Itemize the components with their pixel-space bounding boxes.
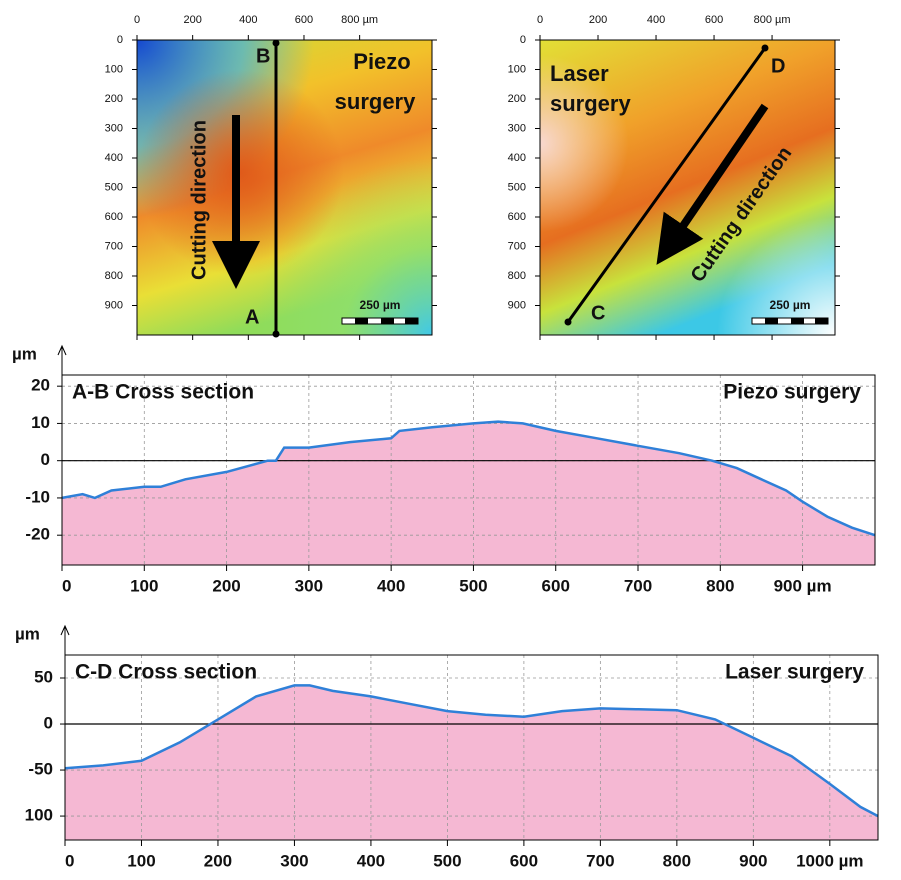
x-tick-label: 400 (357, 851, 385, 870)
y-tick-label: 200 (508, 93, 526, 105)
chart-annotation: Piezo surgery (723, 381, 861, 404)
x-tick-label: 200 (212, 576, 240, 595)
image-label: Laser (550, 61, 609, 86)
point-label: B (256, 45, 270, 67)
x-tick-label: 0 (65, 851, 74, 870)
y-tick-label: 10 (31, 413, 50, 432)
x-tick-label: 1000 µm (796, 851, 863, 870)
y-tick-label: 900 (105, 299, 123, 311)
x-tick-label: 500 (433, 851, 461, 870)
x-tick-label: 800 (663, 851, 691, 870)
y-tick-label: 20 (31, 376, 50, 395)
x-tick-label: 800 µm (754, 14, 791, 26)
y-tick-label: 800 (508, 270, 526, 282)
x-tick-label: 300 (280, 851, 308, 870)
scale-label: 250 µm (360, 298, 401, 312)
y-tick-label: 500 (508, 181, 526, 193)
x-tick-label: 0 (62, 576, 71, 595)
y-tick-label: 0 (44, 714, 53, 733)
y-tick-label: 400 (508, 152, 526, 164)
x-tick-label: 800 µm (341, 14, 378, 26)
y-tick-label: -10 (25, 487, 50, 506)
x-tick-label: 400 (647, 14, 665, 26)
y-tick-label: 900 (508, 299, 526, 311)
chart-title: A-B Cross section (72, 381, 254, 404)
x-tick-label: 500 (459, 576, 487, 595)
chart-annotation: Laser surgery (725, 661, 864, 684)
x-tick-label: 200 (204, 851, 232, 870)
heatmap-1 (137, 40, 432, 338)
y-tick-label: 600 (508, 211, 526, 223)
x-tick-label: 800 (706, 576, 734, 595)
y-tick-label: 300 (508, 122, 526, 134)
x-tick-label: 0 (537, 14, 543, 26)
chart-title: C-D Cross section (75, 661, 257, 684)
y-tick-label: 500 (105, 181, 123, 193)
y-tick-label: 0 (41, 450, 50, 469)
y-tick-label: 700 (508, 240, 526, 252)
y-tick-label: 800 (105, 270, 123, 282)
point-label: D (771, 55, 785, 77)
x-tick-label: 100 (127, 851, 155, 870)
y-tick-label: 100 (508, 63, 526, 75)
x-tick-label: 900 (739, 851, 767, 870)
y-tick-label: -20 (25, 525, 50, 544)
x-tick-label: 100 (130, 576, 158, 595)
x-tick-label: 600 (295, 14, 313, 26)
x-tick-label: 600 (542, 576, 570, 595)
x-tick-label: 600 (705, 14, 723, 26)
x-tick-label: 400 (239, 14, 257, 26)
y-axis-label: µm (15, 624, 40, 643)
direction-label: Cutting direction (188, 120, 210, 280)
image-label: surgery (335, 89, 416, 114)
y-tick-label: 100 (25, 806, 53, 825)
y-tick-label: 700 (105, 240, 123, 252)
x-tick-label: 700 (624, 576, 652, 595)
x-tick-label: 0 (134, 14, 140, 26)
point-label: C (591, 302, 605, 324)
scale-label: 250 µm (770, 298, 811, 312)
y-tick-label: 50 (34, 667, 53, 686)
y-tick-label: 200 (105, 93, 123, 105)
x-tick-label: 900 µm (774, 576, 832, 595)
y-tick-label: 0 (117, 34, 123, 46)
x-tick-label: 700 (586, 851, 614, 870)
point-label: A (245, 306, 259, 328)
x-tick-label: 400 (377, 576, 405, 595)
y-tick-label: 100 (105, 63, 123, 75)
x-tick-label: 200 (183, 14, 201, 26)
figure: B A Piezo surgery Cutting direction 250 … (0, 0, 901, 875)
y-tick-label: -50 (28, 760, 53, 779)
x-tick-label: 300 (295, 576, 323, 595)
y-tick-label: 300 (105, 122, 123, 134)
y-axis-label: µm (12, 344, 37, 363)
y-tick-label: 0 (520, 34, 526, 46)
image-label: surgery (550, 91, 631, 116)
x-tick-label: 200 (589, 14, 607, 26)
y-tick-label: 600 (105, 211, 123, 223)
y-tick-label: 400 (105, 152, 123, 164)
x-tick-label: 600 (510, 851, 538, 870)
image-label: Piezo (353, 49, 410, 74)
